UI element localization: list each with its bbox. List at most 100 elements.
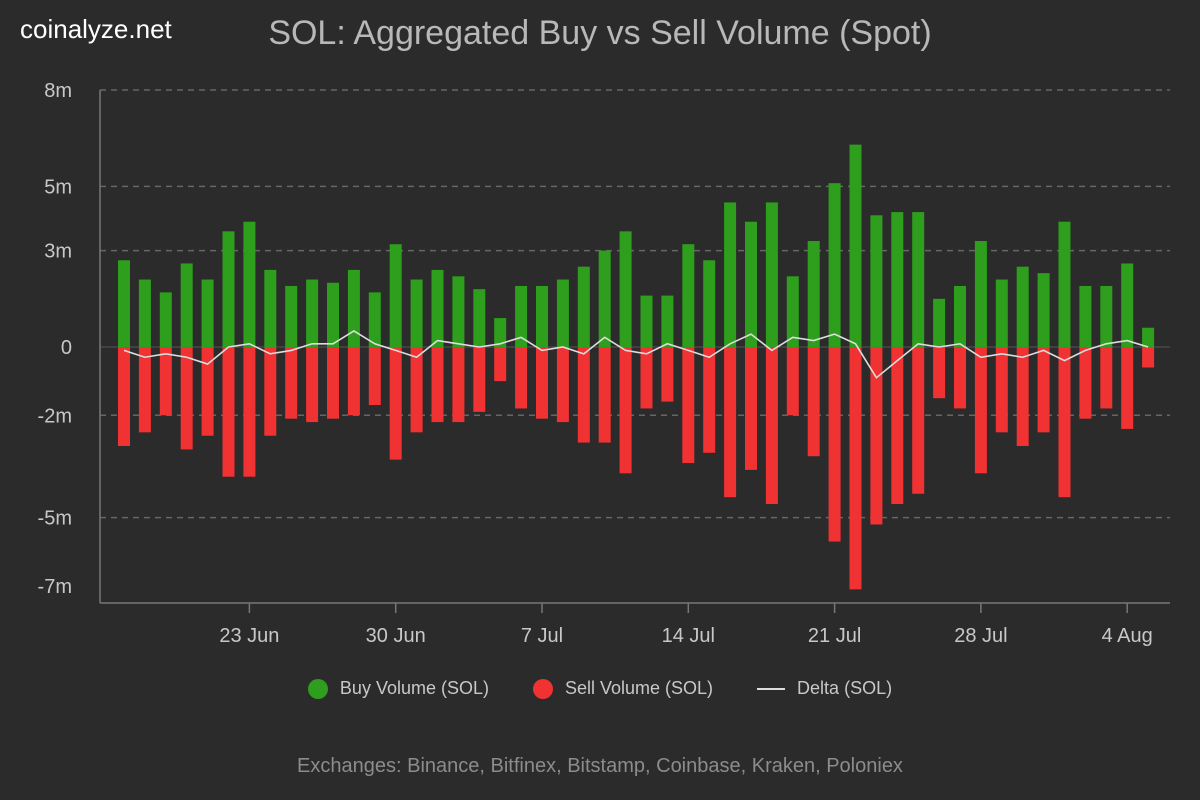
legend-item-sell[interactable]: Sell Volume (SOL): [532, 678, 714, 699]
buy-bar: [682, 244, 695, 347]
sell-bar: [159, 347, 172, 416]
sell-bar: [1142, 347, 1155, 368]
legend-buy-label: Buy Volume (SOL): [339, 678, 489, 698]
buy-bar: [536, 285, 548, 347]
sell-bar: [180, 347, 193, 450]
buy-bar: [954, 285, 966, 347]
sell-bar: [222, 347, 235, 477]
legend-item-delta[interactable]: Delta (SOL): [757, 678, 892, 699]
sell-bar: [410, 347, 423, 433]
brand-logo[interactable]: coinalyze.net: [20, 14, 172, 44]
buy-bar: [619, 231, 632, 347]
buy-bar: [222, 231, 235, 347]
sell-bar: [1016, 347, 1029, 446]
buy-bar: [327, 282, 339, 347]
sell-bar: [452, 347, 465, 423]
sell-bar: [828, 347, 841, 542]
sell-bar: [285, 347, 298, 419]
sell-bar: [598, 347, 611, 443]
sell-bar: [703, 347, 716, 453]
buy-bar: [828, 183, 841, 347]
sell-bar: [347, 347, 360, 416]
sell-bar: [765, 347, 778, 505]
buy-bar: [431, 269, 444, 347]
sell-bar: [807, 347, 820, 457]
buy-bar: [410, 279, 423, 347]
buy-bar: [912, 212, 925, 347]
legend-item-buy[interactable]: Buy Volume (SOL): [307, 678, 489, 699]
sell-bar: [389, 347, 402, 460]
buy-bar: [724, 202, 737, 347]
buy-bar: [368, 292, 381, 347]
sell-bar: [1079, 347, 1092, 419]
sell-bar: [243, 347, 256, 477]
sell-bar: [118, 347, 130, 446]
buy-bar: [640, 295, 653, 347]
sell-bar: [577, 347, 590, 443]
y-tick-label: 3m: [44, 241, 72, 263]
buy-bar: [933, 298, 946, 347]
buy-bar: [1079, 285, 1092, 347]
y-tick-label: -5m: [38, 508, 72, 530]
buy-bar: [1121, 263, 1134, 347]
buy-bar: [1100, 285, 1113, 347]
legend-sell-label: Sell Volume (SOL): [564, 678, 714, 698]
y-tick-label: 5m: [44, 176, 72, 198]
sell-bar: [327, 347, 339, 419]
x-tick-label: 23 Jun: [219, 625, 279, 647]
grid: [100, 89, 1170, 519]
sell-bar: [995, 347, 1008, 433]
buy-bar: [807, 240, 820, 347]
chart-title: SOL: Aggregated Buy vs Sell Volume (Spot…: [268, 14, 932, 52]
buy-bar: [870, 215, 883, 347]
buy-bar: [703, 260, 716, 347]
delta-line-icon: [757, 687, 786, 690]
legend: Buy Volume (SOL) Sell Volume (SOL) Delta…: [0, 678, 1200, 699]
buy-bar: [285, 285, 298, 347]
buy-bar: [1037, 273, 1050, 347]
buy-bar: [118, 260, 130, 347]
buy-bar: [556, 279, 569, 347]
sell-bar: [1058, 347, 1071, 498]
sell-bar: [1037, 347, 1050, 433]
buy-bar: [765, 202, 778, 347]
buy-bar: [661, 295, 674, 347]
buy-bar: [1058, 221, 1071, 347]
buy-bar: [389, 244, 402, 347]
sell-bar: [264, 347, 277, 436]
buy-bar: [243, 221, 256, 347]
sell-bar: [974, 347, 987, 474]
buy-bar: [201, 279, 214, 347]
buy-bar: [995, 279, 1008, 347]
y-tick-label: 0: [61, 337, 72, 359]
buy-bar: [473, 289, 486, 347]
buy-dot-icon: [307, 678, 328, 699]
sell-bar: [536, 347, 548, 419]
sell-bar: [306, 347, 319, 423]
sell-bar: [368, 347, 381, 406]
sell-bar: [515, 347, 528, 409]
buy-bar: [138, 279, 151, 347]
x-tick-label: 28 Jul: [954, 625, 1007, 647]
buy-bar: [159, 292, 172, 347]
delta-series-line: [123, 329, 1149, 379]
sell-bar: [1100, 347, 1113, 409]
y-tick-label: -2m: [38, 405, 72, 427]
buy-bar: [452, 276, 465, 347]
sell-bar: [870, 347, 883, 525]
buy-bar: [1142, 327, 1155, 347]
legend-delta-label: Delta (SOL): [797, 678, 893, 698]
sell-bar: [954, 347, 966, 409]
x-tick-label: 21 Jul: [808, 625, 861, 647]
sell-bar: [556, 347, 569, 423]
buy-bar: [786, 276, 799, 347]
buy-bar: [577, 266, 590, 347]
buy-bar: [515, 285, 528, 347]
sell-dot-icon: [532, 678, 553, 699]
sell-bar: [849, 347, 862, 590]
buy-bar: [745, 221, 757, 347]
sell-bar: [682, 347, 695, 464]
x-tick-label: 4 Aug: [1102, 625, 1153, 647]
sell-bar: [661, 347, 674, 402]
